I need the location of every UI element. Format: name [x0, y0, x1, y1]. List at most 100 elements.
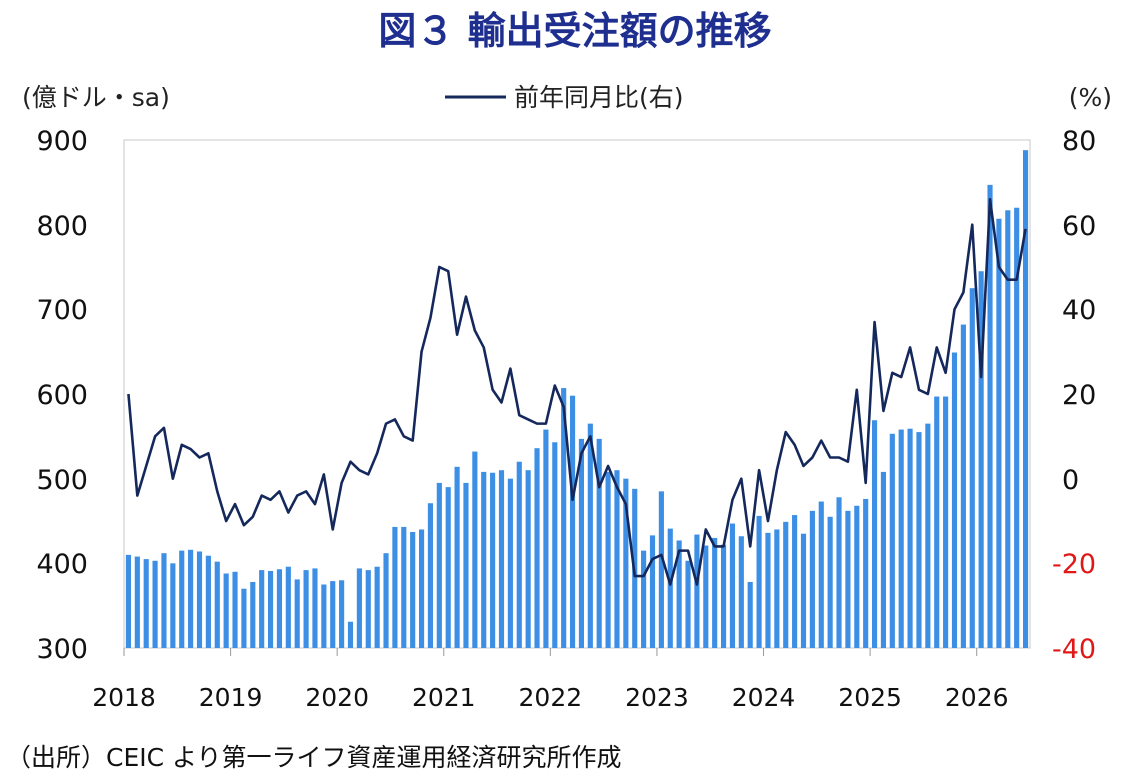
bar	[223, 573, 229, 648]
x-tick-label: 2024	[732, 683, 796, 712]
bar	[649, 535, 656, 648]
bar	[694, 534, 700, 648]
bar	[152, 560, 158, 648]
x-tick-label: 2026	[945, 683, 1009, 712]
bar	[960, 324, 966, 648]
bar	[587, 423, 593, 648]
bar	[347, 621, 354, 648]
x-tick-label: 2020	[305, 683, 369, 712]
bar	[978, 271, 984, 648]
bar	[996, 218, 1002, 649]
bar	[427, 503, 434, 648]
bar	[685, 560, 691, 648]
x-tick-label: 2018	[92, 683, 156, 712]
right-tick-label-negative: -20	[1052, 549, 1096, 580]
bar	[312, 568, 318, 648]
bar	[880, 471, 887, 648]
bar	[818, 501, 824, 648]
bar	[143, 559, 149, 648]
plot-frame	[123, 139, 1031, 649]
bar	[623, 478, 629, 648]
bar	[951, 352, 958, 648]
bar	[987, 184, 993, 648]
bar	[365, 570, 371, 648]
left-tick-label: 400	[36, 549, 88, 580]
bar	[907, 428, 913, 648]
bar	[934, 396, 940, 648]
bar	[285, 566, 291, 648]
bar	[410, 532, 416, 648]
bar	[756, 515, 762, 648]
bar	[392, 526, 398, 648]
x-axis-ticks: 2018 2019 2020 2021 2022 2023 2024 2025 2026	[92, 648, 1009, 712]
bar	[774, 529, 780, 648]
bar	[676, 540, 682, 648]
bar	[490, 472, 496, 648]
bar	[729, 523, 736, 648]
bar	[827, 516, 833, 648]
bar	[436, 482, 442, 648]
bar	[863, 498, 869, 648]
chart-title: 図３ 輸出受注額の推移	[378, 9, 771, 53]
bar	[134, 556, 140, 648]
source-note: （出所）CEIC より第一ライフ資産運用経済研究所作成	[6, 743, 622, 772]
left-tick-label: 900	[36, 126, 88, 157]
bar	[552, 442, 558, 648]
left-tick-label: 700	[36, 295, 88, 326]
x-tick-label: 2022	[519, 683, 583, 712]
bar	[188, 549, 194, 648]
bar	[205, 555, 211, 648]
bar	[179, 550, 185, 648]
bar	[1022, 150, 1029, 648]
bar	[214, 561, 220, 648]
bar	[712, 537, 718, 648]
x-tick-label: 2025	[838, 683, 902, 712]
legend: 前年同月比(右)	[445, 83, 684, 112]
bar	[241, 588, 247, 648]
bar	[232, 571, 238, 648]
left-axis-title: (億ドル・sa)	[22, 83, 170, 112]
bar	[498, 470, 505, 648]
right-tick-label: 60	[1062, 211, 1096, 242]
bar	[836, 497, 842, 648]
bar	[871, 420, 878, 648]
bar	[418, 529, 425, 648]
right-tick-label: 40	[1062, 295, 1096, 326]
bar	[445, 487, 451, 648]
bar	[481, 471, 487, 648]
yoy-line	[127, 197, 1027, 586]
right-tick-label: 80	[1062, 126, 1096, 157]
bar	[472, 451, 478, 648]
bar	[765, 532, 771, 648]
bar	[374, 566, 380, 648]
bar	[276, 569, 283, 648]
bar	[259, 570, 265, 648]
left-tick-label: 600	[36, 380, 88, 411]
bar	[125, 554, 132, 648]
line-series	[127, 197, 1027, 586]
bar	[250, 581, 256, 648]
bar	[303, 570, 309, 648]
left-tick-label: 800	[36, 211, 88, 242]
x-tick-label: 2021	[412, 683, 476, 712]
bar	[925, 423, 931, 648]
bar	[1005, 210, 1011, 648]
x-tick-label: 2019	[199, 683, 263, 712]
right-tick-label-negative: -40	[1052, 634, 1096, 665]
bar	[339, 580, 345, 648]
bar	[356, 568, 362, 648]
bar	[543, 429, 549, 648]
bar	[401, 526, 407, 648]
bar	[267, 570, 274, 648]
bar	[294, 579, 300, 648]
bar	[703, 545, 709, 648]
bar	[747, 581, 753, 648]
legend-label-line: 前年同月比(右)	[514, 83, 684, 112]
bar	[1014, 207, 1020, 649]
bar	[614, 470, 620, 648]
bar	[534, 448, 540, 648]
right-axis-ticks: 80 60 40 20 0 -20 -40	[1052, 126, 1096, 665]
right-tick-label: 20	[1062, 380, 1096, 411]
x-tick-label: 2023	[625, 683, 689, 712]
bar	[463, 482, 469, 648]
